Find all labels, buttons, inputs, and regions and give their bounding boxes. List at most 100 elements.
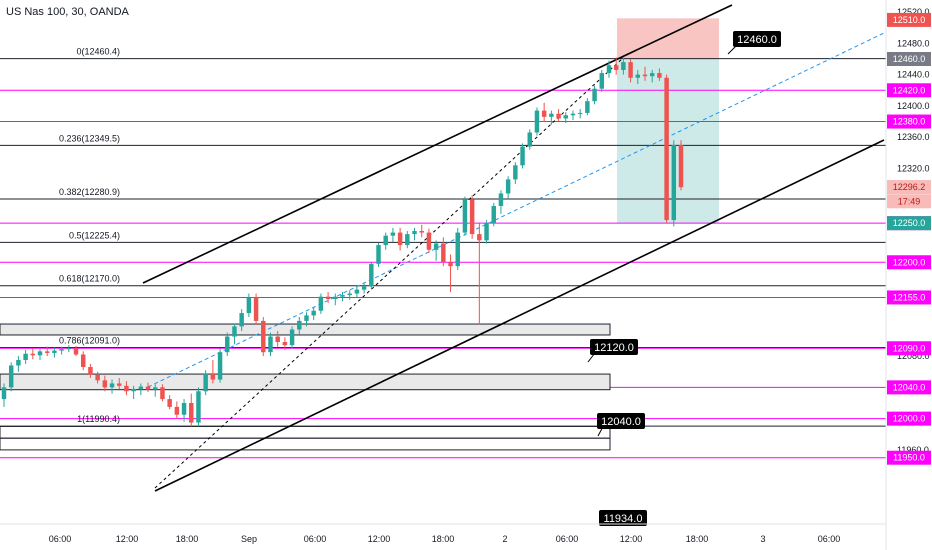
price-level-badge: [887, 290, 931, 305]
time-tick-label: 2: [502, 534, 507, 544]
candle-body: [505, 179, 511, 194]
axis-badge-label: 12460.0: [893, 54, 926, 64]
candle-body: [520, 146, 525, 166]
price-level-badge-label: 12420.0: [893, 85, 926, 95]
time-tick-label: 06:00: [818, 534, 841, 544]
candle-body: [671, 144, 677, 221]
channel-mid-dashed-line: [147, 32, 885, 388]
candle-body: [66, 348, 72, 350]
time-tick-label: 12:00: [620, 534, 643, 544]
candle-body: [606, 65, 612, 74]
candle-body: [304, 315, 309, 321]
candle-body: [8, 365, 14, 388]
fib-level-label: 0.236(12349.5): [59, 133, 120, 143]
price-level-badge: [887, 341, 931, 356]
fib-labels: 0(12460.4) 0.236(12349.5) 0.382(12280.9) 0.…: [59, 47, 120, 424]
price-tick-label: 12360.0: [897, 132, 930, 142]
time-axis: 06:00 12:00 18:00 Sep 06:00 12:00 18:00 2 06:00 1…: [0, 523, 886, 544]
candle-body: [412, 230, 417, 235]
price-level-badge-label: 12000.0: [893, 414, 926, 424]
supply-demand-boxes: [0, 323, 611, 451]
time-tick-label: 18:00: [686, 534, 709, 544]
candle-body: [16, 359, 21, 366]
candle-body: [376, 245, 381, 264]
candle-body: [628, 62, 633, 78]
time-tick-label: 06:00: [304, 534, 327, 544]
callout-badge: [590, 339, 638, 355]
callout-badge: [597, 413, 645, 429]
time-tick-label: Sep: [241, 534, 257, 544]
candle-body: [210, 373, 216, 380]
price-tick-label: 11960.0: [897, 445, 929, 455]
candle-body: [678, 144, 684, 188]
candle-body: [239, 313, 244, 327]
callout-label: 12460.0: [737, 34, 777, 46]
callout-label: 11934.0: [604, 513, 643, 525]
price-level-badge-label: 12040.0: [893, 382, 926, 392]
fib-level-label: 1(11990.4): [77, 414, 120, 424]
candle-body: [469, 199, 475, 235]
candle-body: [433, 243, 439, 250]
candle-body: [145, 386, 151, 390]
candle-body: [189, 402, 194, 423]
candle-body: [73, 348, 79, 355]
price-axis[interactable]: 12520.0 12480.0 12440.0 12400.0 12360.0 12320…: [885, 0, 931, 550]
candle-body: [275, 336, 280, 343]
candle-body: [181, 402, 187, 415]
candle-body: [160, 387, 165, 400]
candle-body: [649, 73, 655, 77]
callout-badge: [599, 510, 647, 526]
zone-stop: [617, 18, 719, 60]
candle-body: [657, 73, 662, 78]
price-level-badge: [887, 255, 931, 270]
candle-body: [397, 232, 403, 246]
candle-body: [131, 388, 136, 392]
axis-badge: [887, 180, 931, 195]
fib-level-label: 0.786(12091.0): [59, 335, 120, 345]
candle-body: [491, 205, 496, 224]
candle-body: [621, 62, 626, 70]
candle-body: [88, 367, 93, 375]
candle-body: [282, 342, 288, 346]
candle-body: [167, 399, 172, 407]
candle-body: [390, 232, 396, 236]
price-tick-label: 12320.0: [897, 163, 930, 173]
candle-body: [455, 232, 460, 267]
fib-level-label: 0.618(12170.0): [59, 274, 120, 284]
outline-zone-box: [0, 437, 611, 451]
time-tick-label: 18:00: [176, 534, 199, 544]
time-tick-label: 3: [760, 534, 765, 544]
candle-body: [585, 101, 590, 113]
candle-body: [217, 352, 223, 380]
candle-body: [527, 132, 532, 147]
candle-body: [642, 74, 648, 77]
candle-body: [549, 113, 554, 117]
price-level-badge-label: 12380.0: [893, 117, 926, 127]
candle-body: [23, 353, 28, 360]
axis-badge: [887, 52, 931, 66]
price-callouts: 12460.0 12120.0 12040.0 11934.0: [587, 31, 781, 526]
price-tick-label: 12400.0: [897, 101, 930, 111]
candle-body: [102, 380, 108, 388]
candle-body: [498, 193, 504, 206]
candle-body: [117, 383, 122, 386]
price-tick-label: 12480.0: [897, 38, 930, 48]
price-level-badge: [887, 83, 931, 98]
candles: [1, 57, 684, 427]
time-tick-label: 12:00: [368, 534, 391, 544]
price-tick-label: 12520.0: [897, 7, 930, 17]
candle-body: [174, 406, 180, 415]
grey-zone-box: [0, 373, 611, 391]
candle-body: [534, 110, 540, 133]
candle-body: [196, 391, 201, 423]
candle-body: [426, 232, 432, 250]
fib-level-label: 0(12460.4): [76, 47, 120, 57]
candle-body: [441, 243, 446, 263]
candle-body: [354, 289, 360, 294]
candle-body: [44, 351, 50, 353]
axis-badge: [887, 12, 931, 27]
candle-body: [297, 320, 302, 330]
candle-body: [369, 263, 374, 287]
fib-level-label: 0.5(12225.4): [69, 230, 120, 240]
